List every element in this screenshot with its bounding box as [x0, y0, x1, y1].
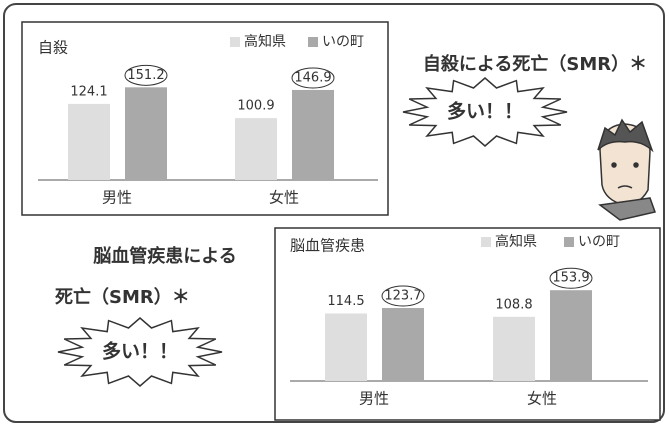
value-label: 146.9: [294, 70, 331, 85]
legend-label: 高知県: [495, 233, 537, 250]
chart-title: 脳血管疾患: [290, 237, 365, 255]
value-label: 100.9: [237, 99, 274, 114]
category-label: 男性: [102, 189, 132, 207]
bar: [235, 118, 277, 180]
burst-text: 多い！！: [447, 100, 523, 123]
legend-swatch: [308, 37, 318, 47]
legend-label: いの町: [322, 34, 364, 50]
bar: [125, 87, 167, 180]
bar: [292, 90, 334, 180]
bar: [325, 313, 367, 381]
bar: [493, 317, 535, 381]
value-label: 114.5: [327, 294, 364, 309]
category-label: 男性: [359, 390, 389, 408]
callout-heading: 脳血管疾患による: [93, 245, 236, 267]
infographic: 自殺高知県いの町124.1151.2男性100.9146.9女性脳血管疾患高知県…: [0, 0, 669, 427]
bar: [550, 290, 592, 381]
callout-heading: 死亡（SMR）＊: [55, 286, 190, 308]
bar: [68, 104, 110, 180]
bar: [382, 308, 424, 381]
legend-swatch: [564, 237, 574, 247]
legend-label: いの町: [578, 234, 620, 250]
value-label: 124.1: [70, 84, 107, 99]
value-label: 151.2: [127, 68, 164, 83]
category-label: 女性: [269, 189, 299, 207]
value-label: 153.9: [552, 271, 589, 286]
legend-swatch: [481, 237, 491, 247]
cartoon-face: [598, 120, 655, 220]
burst-text: 多い！！: [102, 340, 178, 363]
value-label: 108.8: [495, 297, 532, 312]
category-label: 女性: [527, 390, 557, 408]
legend-label: 高知県: [244, 33, 286, 50]
value-label: 123.7: [384, 289, 421, 304]
legend-swatch: [230, 37, 240, 47]
callout-heading: 自殺による死亡（SMR）＊: [423, 53, 647, 75]
chart-title: 自殺: [38, 39, 68, 57]
